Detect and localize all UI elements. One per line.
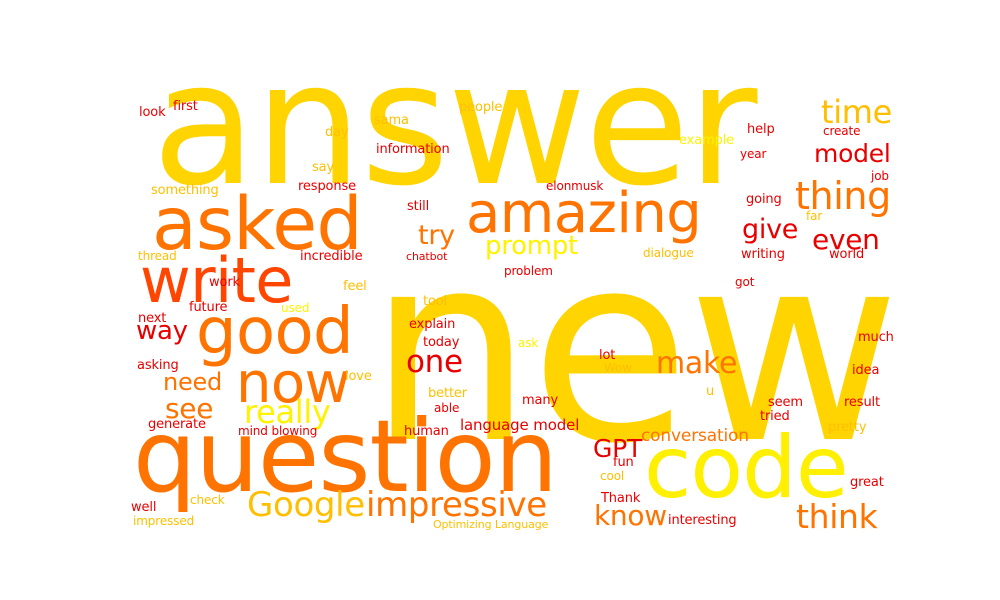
cloud-word: Google — [247, 485, 365, 525]
cloud-word: well — [131, 500, 157, 515]
cloud-word: tried — [760, 409, 790, 424]
cloud-word: pretty — [828, 420, 867, 435]
cloud-word: idea — [852, 363, 880, 378]
cloud-word: language model — [460, 416, 580, 434]
cloud-word: able — [434, 401, 460, 415]
cloud-word: world — [829, 247, 865, 262]
cloud-word: going — [746, 192, 782, 207]
cloud-word: write — [140, 244, 293, 317]
cloud-word: something — [151, 183, 219, 198]
cloud-word: sama — [374, 113, 409, 128]
cloud-word: good — [196, 295, 354, 369]
cloud-word: prompt — [485, 231, 578, 261]
cloud-word: used — [281, 301, 310, 315]
cloud-word: seem — [768, 395, 803, 410]
cloud-word: make — [656, 346, 738, 381]
cloud-word: now — [236, 351, 350, 416]
cloud-word: problem — [504, 264, 553, 278]
cloud-word: far — [806, 209, 823, 223]
cloud-word: u — [706, 384, 715, 399]
cloud-word: next — [138, 311, 167, 326]
cloud-word: day — [325, 125, 349, 140]
cloud-word: human — [404, 424, 449, 439]
cloud-word: future — [189, 300, 228, 315]
cloud-word: think — [796, 497, 878, 536]
cloud-word: time — [821, 93, 893, 131]
cloud-word: work — [209, 275, 240, 290]
cloud-word: generate — [148, 417, 206, 432]
cloud-word: question — [133, 398, 558, 515]
cloud-word: Wow — [604, 361, 632, 375]
cloud-word: even — [812, 223, 880, 256]
cloud-word: Thank — [601, 491, 641, 506]
cloud-word: explain — [409, 317, 456, 332]
cloud-word: model — [814, 139, 891, 168]
cloud-word: example — [679, 133, 735, 148]
cloud-word: feel — [343, 279, 367, 294]
cloud-word: Optimizing Language — [433, 518, 549, 531]
cloud-word: asking — [137, 358, 179, 373]
cloud-word: ask — [518, 336, 539, 350]
cloud-word: response — [298, 179, 357, 194]
cloud-word: help — [747, 122, 775, 137]
cloud-word: mind blowing — [238, 424, 318, 438]
cloud-word: say — [312, 160, 335, 175]
cloud-word: know — [594, 499, 667, 532]
cloud-word: much — [858, 330, 894, 345]
cloud-word: job — [871, 169, 889, 183]
cloud-word: love — [345, 369, 372, 384]
cloud-word: still — [407, 199, 430, 214]
cloud-word: one — [406, 344, 463, 380]
cloud-word: amazing — [466, 181, 702, 246]
cloud-word: got — [735, 275, 755, 289]
cloud-word: tool — [423, 294, 448, 309]
cloud-word: interesting — [668, 513, 737, 528]
cloud-word: great — [850, 475, 884, 490]
cloud-word: fun — [613, 455, 634, 470]
cloud-word: really — [244, 393, 331, 431]
cloud-word: check — [190, 493, 225, 507]
cloud-word: see — [165, 392, 214, 425]
cloud-word: thing — [795, 174, 891, 218]
cloud-word: lot — [599, 348, 616, 363]
cloud-word: impressive — [366, 485, 547, 525]
cloud-word: better — [428, 386, 468, 401]
cloud-word: asked — [152, 182, 363, 267]
cloud-word: answer — [152, 26, 758, 224]
cloud-word: new — [368, 199, 900, 501]
cloud-word: first — [173, 99, 198, 114]
cloud-word: people — [459, 100, 503, 115]
cloud-word: create — [823, 124, 861, 138]
cloud-word: way — [136, 316, 188, 346]
cloud-word: GPT — [593, 434, 642, 463]
cloud-word: information — [376, 142, 450, 157]
cloud-word: incredible — [300, 249, 363, 264]
cloud-word: try — [418, 220, 455, 251]
cloud-word: impressed — [133, 514, 195, 528]
cloud-word: chatbot — [406, 250, 448, 263]
cloud-word: look — [139, 105, 166, 120]
cloud-word: need — [163, 368, 223, 396]
cloud-word: elonmusk — [546, 179, 604, 193]
cloud-word: today — [423, 335, 460, 350]
cloud-word: year — [740, 147, 767, 161]
cloud-word: result — [844, 395, 880, 410]
cloud-word: code — [644, 418, 849, 518]
cloud-word: writing — [741, 247, 785, 262]
cloud-word: many — [522, 393, 559, 408]
cloud-word: thread — [138, 249, 177, 263]
cloud-word: cool — [600, 469, 625, 483]
cloud-word: dialogue — [643, 246, 694, 260]
cloud-word: give — [742, 214, 799, 245]
cloud-word: conversation — [641, 426, 749, 446]
